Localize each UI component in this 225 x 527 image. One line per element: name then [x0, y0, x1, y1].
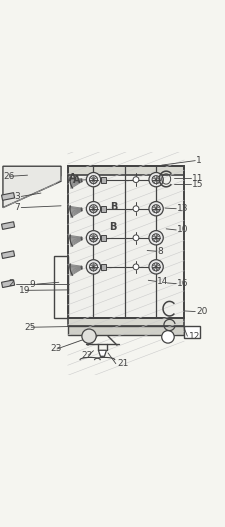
Bar [54, 256, 68, 318]
Bar [101, 264, 106, 270]
Text: 11: 11 [192, 173, 203, 182]
Text: A: A [69, 173, 76, 183]
Bar [68, 166, 184, 175]
Circle shape [133, 235, 139, 241]
Circle shape [149, 231, 163, 245]
Bar [68, 166, 184, 318]
Text: 1: 1 [196, 156, 202, 165]
Text: 15: 15 [192, 180, 203, 189]
Text: A: A [73, 175, 81, 185]
Bar [101, 206, 106, 212]
Circle shape [86, 231, 101, 245]
Text: 3: 3 [14, 192, 20, 201]
Bar [101, 235, 106, 241]
Text: 19: 19 [19, 286, 30, 295]
Text: 20: 20 [196, 307, 208, 316]
Polygon shape [3, 166, 61, 208]
Text: B: B [109, 222, 117, 232]
Polygon shape [2, 251, 15, 258]
Polygon shape [2, 222, 15, 229]
Text: 7: 7 [14, 203, 20, 212]
Polygon shape [2, 280, 15, 288]
Text: 12: 12 [189, 331, 200, 340]
Text: 8: 8 [157, 247, 163, 256]
Polygon shape [98, 350, 106, 356]
Bar [68, 318, 184, 326]
Circle shape [149, 172, 163, 187]
Text: 25: 25 [24, 323, 36, 331]
Text: B: B [110, 202, 118, 212]
Circle shape [133, 206, 139, 212]
Text: 22: 22 [81, 350, 92, 360]
Circle shape [86, 201, 101, 216]
Circle shape [133, 177, 139, 182]
Polygon shape [184, 326, 200, 338]
Text: 10: 10 [177, 226, 189, 235]
Text: 9: 9 [30, 279, 36, 289]
Circle shape [149, 260, 163, 274]
Bar [68, 166, 184, 318]
Circle shape [86, 260, 101, 274]
Circle shape [133, 264, 139, 270]
Circle shape [86, 172, 101, 187]
Polygon shape [2, 193, 15, 200]
Text: 21: 21 [117, 359, 128, 368]
Text: 26: 26 [3, 172, 14, 181]
Circle shape [82, 329, 96, 343]
Text: 16: 16 [177, 279, 189, 288]
Bar [68, 326, 184, 335]
Circle shape [162, 330, 174, 343]
Text: 23: 23 [50, 345, 61, 354]
Text: 14: 14 [157, 277, 169, 286]
Text: 2: 2 [9, 279, 14, 288]
Text: 13: 13 [177, 204, 189, 213]
Circle shape [149, 201, 163, 216]
Bar [101, 177, 106, 182]
